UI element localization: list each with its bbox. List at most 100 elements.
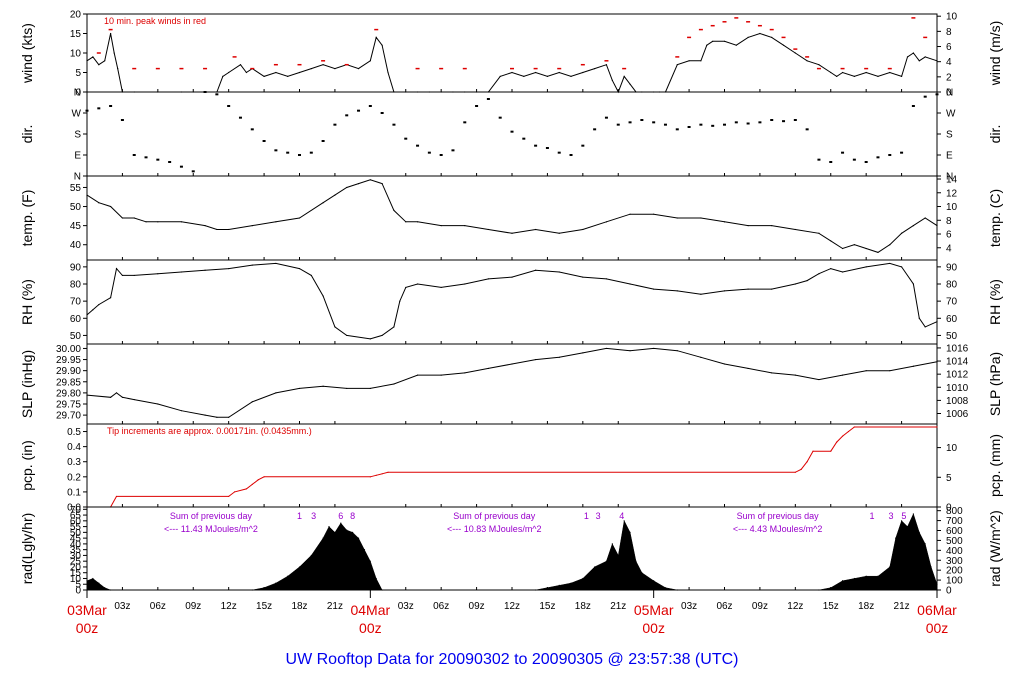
temp-point xyxy=(936,225,938,227)
dir-rtick-label: E xyxy=(946,151,953,162)
wind-point xyxy=(523,75,525,77)
temp-ytick-label: 45 xyxy=(70,221,82,232)
wind-point xyxy=(310,68,312,70)
rad-point xyxy=(104,587,106,589)
rad-point xyxy=(912,513,914,515)
dir-point xyxy=(628,121,632,124)
dir-point xyxy=(510,130,514,133)
dir-point xyxy=(191,170,195,173)
dir-point xyxy=(286,151,290,154)
rad-ytick-label: 5 xyxy=(75,580,81,591)
temp-point xyxy=(98,202,100,204)
rad-ytick-label: 70 xyxy=(70,505,82,516)
rh-point xyxy=(98,303,100,306)
temp-point xyxy=(204,225,206,227)
pcp-point xyxy=(381,473,383,475)
pcp-ytick-label: 0.1 xyxy=(67,487,81,498)
rh-point xyxy=(818,273,820,275)
dir-point xyxy=(416,144,420,147)
rh-point xyxy=(794,283,796,285)
temp-point xyxy=(487,228,489,231)
slp-point xyxy=(121,396,124,398)
wind-point xyxy=(605,64,608,66)
rad-point xyxy=(895,537,897,539)
slp-point xyxy=(818,378,820,381)
rh-point xyxy=(700,293,702,295)
rad-point xyxy=(582,577,584,580)
rad-rtick-label: 700 xyxy=(946,516,963,527)
temp-point xyxy=(110,205,112,208)
temp-ytick-label: 55 xyxy=(70,183,82,194)
wind-point xyxy=(611,79,613,81)
rh-rtick-label: 50 xyxy=(946,331,958,342)
wind-point xyxy=(375,36,377,39)
dir-point xyxy=(652,121,656,124)
temp-point xyxy=(676,217,678,219)
dir-point xyxy=(109,105,113,107)
temp-point xyxy=(133,217,135,219)
wind-ylabel-right: wind (m/s) xyxy=(987,21,1003,87)
wind-point xyxy=(830,71,832,74)
dir-point xyxy=(120,119,124,121)
rad-ytick-label: 55 xyxy=(70,522,82,533)
dir-point xyxy=(841,151,845,154)
x-tick-label: 03z xyxy=(398,601,414,612)
slp-point xyxy=(794,374,796,376)
dir-point xyxy=(663,123,667,126)
slp-ylabel: SLP (inHg) xyxy=(19,350,35,418)
rh-point xyxy=(771,288,773,290)
x-tick-label: 03z xyxy=(114,601,130,612)
rh-rtick-label: 70 xyxy=(946,297,958,308)
wind-point xyxy=(629,83,631,85)
wind-series-line xyxy=(86,32,938,94)
x-tick-label: 15z xyxy=(823,601,839,612)
rh-point xyxy=(889,262,891,265)
slp-point xyxy=(110,396,112,398)
slp-rtick-label: 1012 xyxy=(946,370,969,381)
wind-point xyxy=(759,32,761,35)
dir-frame xyxy=(86,91,938,177)
pcp-point xyxy=(245,488,247,490)
date-hour-label: 00z xyxy=(76,620,99,636)
rad-point xyxy=(558,584,560,586)
temp-point xyxy=(440,225,442,227)
wind-point xyxy=(357,68,360,70)
slp-point xyxy=(889,370,891,372)
pcp-ytick-label: 0.4 xyxy=(67,442,81,453)
wind-point xyxy=(275,71,277,74)
pcp-point xyxy=(830,450,832,452)
rad-point xyxy=(641,572,643,574)
dir-point xyxy=(85,109,89,112)
pcp-rtick-label: 5 xyxy=(946,473,952,484)
dir-point xyxy=(427,151,431,154)
wind-point xyxy=(322,64,324,66)
dir-point xyxy=(262,140,266,142)
dir-point xyxy=(782,120,786,123)
rh-point xyxy=(676,290,678,292)
wind-point xyxy=(676,64,678,66)
dir-point xyxy=(687,126,691,128)
temp-point xyxy=(582,228,584,231)
rad-point xyxy=(357,537,360,539)
x-tick-label: 09z xyxy=(752,601,768,612)
pcp-note: Tip increments are approx. 0.00171in. (0… xyxy=(107,426,312,436)
rad-rtick-label: 300 xyxy=(946,556,963,567)
rad-ytick-label: 15 xyxy=(70,568,82,579)
rh-point xyxy=(298,267,301,270)
dir-point xyxy=(179,165,183,168)
wind-point xyxy=(86,60,88,62)
x-tick-label: 15z xyxy=(256,601,272,612)
slp-point xyxy=(936,361,938,363)
rh-point xyxy=(322,295,324,297)
rad-point xyxy=(918,531,920,533)
temp-point xyxy=(912,225,914,227)
wind-point xyxy=(936,60,938,62)
pcp-point xyxy=(812,450,814,452)
slp-point xyxy=(204,414,206,416)
temp-frame xyxy=(86,175,938,261)
rad-point xyxy=(110,589,112,591)
dir-point xyxy=(168,161,172,163)
dir-ylabel: dir. xyxy=(19,125,35,144)
date-hour-label: 00z xyxy=(642,620,665,636)
rad-day-note-line1: Sum of previous day xyxy=(453,511,536,521)
